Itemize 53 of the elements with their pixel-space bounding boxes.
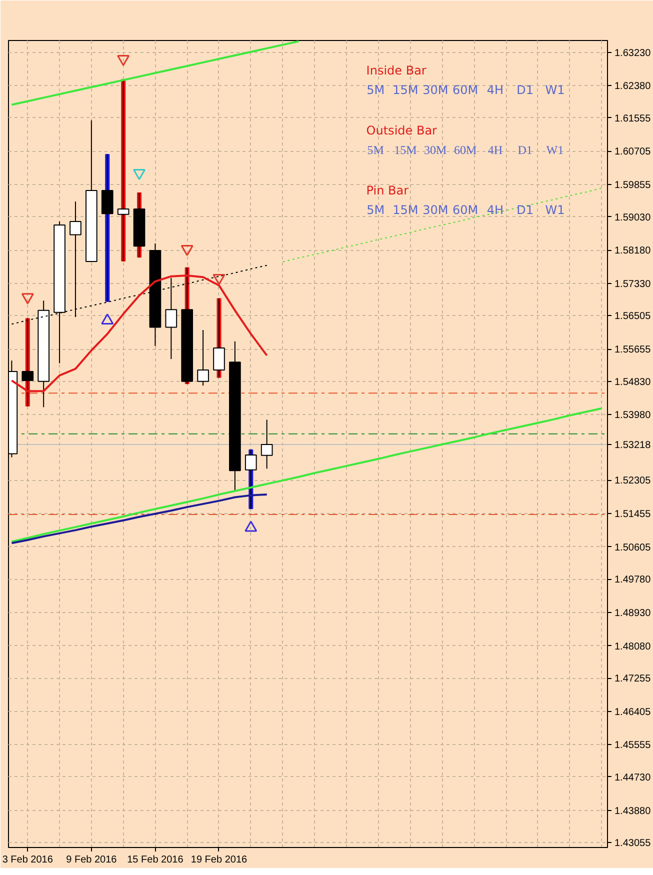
- annotation: 4H: [488, 142, 503, 157]
- annotation: W1: [545, 202, 565, 217]
- y-tick-label: 1.60705: [614, 146, 652, 158]
- y-tick-label: 1.59030: [614, 212, 652, 224]
- y-tick-label: 1.49780: [614, 574, 652, 586]
- annotation: 15M: [392, 82, 418, 97]
- y-tick-label: 1.57330: [614, 278, 652, 290]
- annotation: Pin Bar: [366, 184, 409, 198]
- y-tick-label: 1.59855: [614, 180, 652, 191]
- annotation: D1: [516, 202, 534, 217]
- y-tick-label: 1.62380: [614, 81, 652, 92]
- x-tick-label: 9 Feb 2016: [66, 854, 118, 866]
- annotation: 30M: [422, 202, 448, 217]
- x-tick-label: 19 Feb 2016: [190, 854, 248, 866]
- y-tick-label: 1.55655: [614, 344, 652, 356]
- y-tick-label: 1.58180: [614, 246, 652, 257]
- y-tick-label: 1.52305: [614, 476, 652, 487]
- annotation: 30M: [424, 142, 448, 157]
- y-tick-label: 1.43880: [614, 806, 652, 817]
- annotation: 5M: [366, 82, 385, 97]
- y-tick-label: 1.63230: [614, 48, 652, 59]
- annotation: 60M: [454, 142, 477, 157]
- annotation: W1: [545, 82, 565, 97]
- y-tick-label: 1.47255: [614, 674, 652, 685]
- annotation: D1: [516, 82, 534, 97]
- annotation: 15M: [392, 202, 418, 217]
- y-tick-label: 1.46405: [614, 706, 652, 718]
- ref-line-label: 1.53218: [614, 440, 652, 451]
- annotation: 5M: [367, 142, 384, 157]
- y-tick-label: 1.61555: [614, 113, 652, 124]
- annotation: Inside Bar: [366, 64, 426, 78]
- annotation: 4H: [486, 202, 504, 217]
- y-tick-label: 1.43055: [614, 838, 652, 850]
- x-tick-label: 3 Feb 2016: [2, 854, 54, 866]
- y-tick-label: 1.50605: [614, 542, 652, 554]
- y-tick-label: 1.44730: [614, 772, 652, 784]
- y-tick-label: 1.53980: [614, 410, 652, 422]
- annotation: 4H: [486, 82, 504, 97]
- y-tick-label: 1.56505: [614, 311, 652, 322]
- annotation: 60M: [452, 202, 478, 217]
- y-tick-label: 1.45555: [614, 740, 652, 752]
- annotation: Outside Bar: [366, 124, 438, 138]
- annotation: W1: [546, 142, 564, 157]
- x-tick-label: 15 Feb 2016: [127, 854, 184, 866]
- y-tick-label: 1.48080: [614, 641, 652, 652]
- annotation: D1: [518, 142, 532, 157]
- y-tick-label: 1.48930: [614, 608, 652, 619]
- annotation: 15M: [394, 142, 418, 157]
- annotation: 30M: [422, 82, 448, 97]
- annotation: 5M: [366, 202, 385, 217]
- annotation: 60M: [452, 82, 478, 97]
- y-tick-label: 1.51455: [614, 509, 652, 520]
- y-tick-label: 1.54830: [614, 376, 652, 388]
